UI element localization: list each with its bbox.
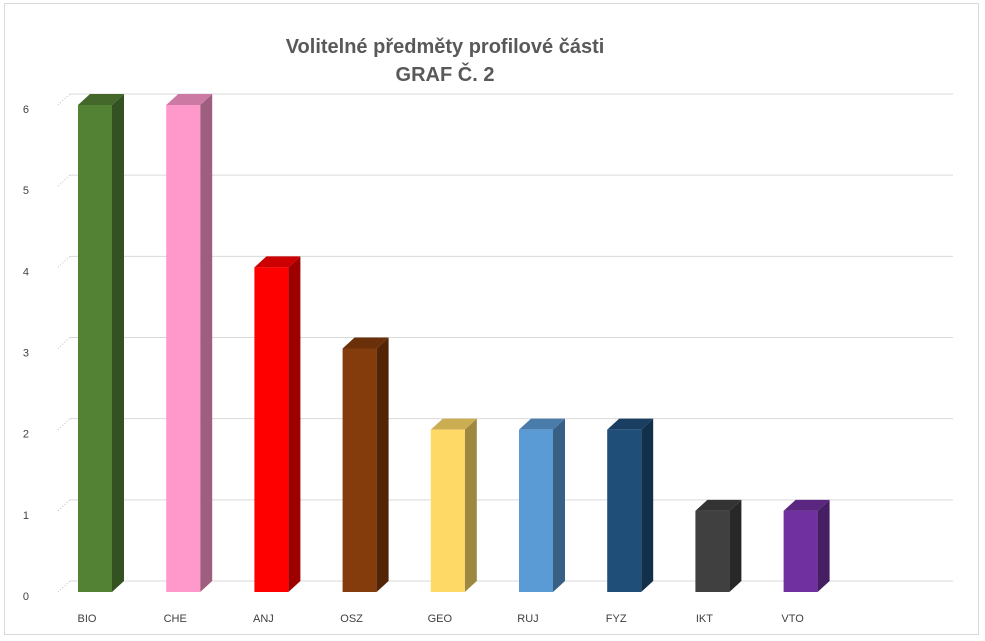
bar-side <box>288 256 301 592</box>
bar <box>519 429 553 592</box>
bar <box>430 429 465 592</box>
bar <box>607 429 642 592</box>
gridline-depth <box>57 499 71 512</box>
gridline-depth <box>57 337 71 349</box>
x-tick-label: BIO <box>78 613 97 625</box>
x-tick-label: CHE <box>164 613 187 625</box>
bar-top <box>166 94 213 105</box>
bar-side <box>200 94 213 592</box>
bar-top <box>695 499 742 511</box>
x-tick-label: OSZ <box>340 613 363 625</box>
x-tick-label: ANJ <box>253 613 274 625</box>
y-tick-label: 1 <box>23 510 29 522</box>
bar-top <box>519 418 565 430</box>
bar-top <box>430 418 477 430</box>
y-tick-label: 5 <box>23 185 29 197</box>
bar-side <box>464 418 477 592</box>
bar-top <box>342 337 389 349</box>
x-tick-label: IKT <box>696 613 713 625</box>
bar-side <box>641 418 654 592</box>
bar-side <box>817 499 830 592</box>
y-tick-label: 3 <box>23 348 29 360</box>
bar <box>695 510 730 592</box>
y-tick-label: 0 <box>23 591 29 603</box>
bar <box>254 267 289 592</box>
chart-title-block: Volitelné předměty profilové části GRAF … <box>220 33 670 89</box>
x-tick-label: FYZ <box>606 613 627 625</box>
chart-subtitle: GRAF Č. 2 <box>395 64 495 86</box>
gridline-depth <box>57 418 71 431</box>
x-tick-label: VTO <box>781 613 804 625</box>
y-tick-label: 2 <box>23 429 29 441</box>
bar-side <box>112 94 124 592</box>
gridline-depth <box>57 255 71 268</box>
bar <box>78 105 112 592</box>
bar-side <box>376 337 389 592</box>
chart-title: Volitelné předměty profilové části <box>285 36 605 58</box>
bar <box>783 510 818 592</box>
y-tick-label: 6 <box>23 104 29 116</box>
x-tick-label: GEO <box>428 613 453 625</box>
bar-top <box>783 499 830 511</box>
bar-top <box>78 94 124 105</box>
bar <box>166 105 201 592</box>
x-tick-label: RUJ <box>517 613 538 625</box>
bar-top <box>254 256 301 268</box>
bar <box>342 348 377 592</box>
bar-top <box>607 418 654 430</box>
bar-side <box>553 418 565 592</box>
gridline-depth <box>57 93 71 106</box>
bar-side <box>729 499 742 592</box>
gridline-depth <box>57 580 71 593</box>
gridline-depth <box>57 174 71 187</box>
y-tick-label: 4 <box>23 266 29 278</box>
